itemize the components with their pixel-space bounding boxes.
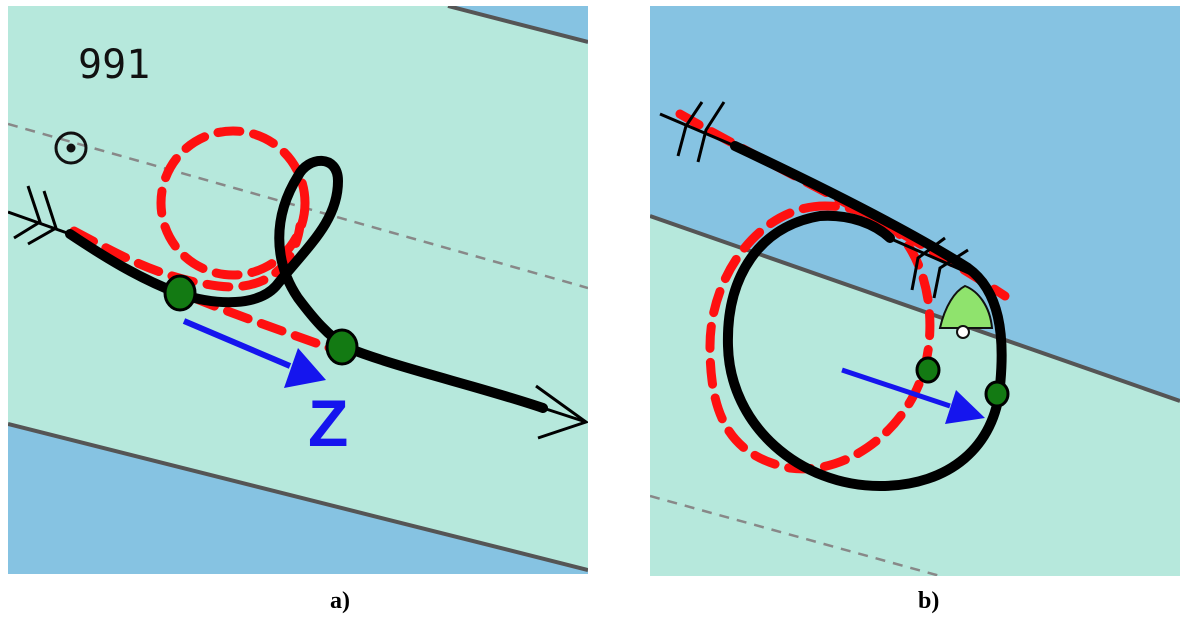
deep-water-area: [650, 6, 1180, 401]
track-head-arrow-icon: [535, 384, 588, 440]
track-tail-arrow-icon: [8, 185, 71, 246]
depth-contour: [650, 214, 1180, 403]
map-panel-a: 991: [8, 6, 588, 574]
actual-track: [722, 141, 1007, 491]
direction-arrow-icon: [182, 318, 326, 388]
panel-caption-a: a): [330, 588, 350, 614]
depth-contour-bottom: [8, 422, 588, 572]
waypoint-marker-1: [915, 356, 941, 384]
buoy-icon: [938, 284, 994, 339]
track-crossing-arrow-icon: [879, 232, 981, 299]
waypoint-marker-1: [163, 274, 197, 312]
depth-sounding-label: 991: [78, 42, 150, 88]
position-fix-icon: [54, 131, 88, 165]
map-canvas-b: [650, 6, 1180, 576]
direction-arrow-icon: [841, 367, 985, 424]
waypoint-marker-2: [325, 328, 359, 366]
panel-caption-b: b): [918, 588, 940, 614]
map-canvas-a: 991: [8, 6, 588, 574]
waypoint-marker-2: [984, 380, 1010, 408]
track-tail-arrow-icon: [659, 101, 736, 163]
direction-label: Z: [308, 386, 348, 460]
map-panel-b: [650, 6, 1180, 576]
depth-contour-dashed: [650, 494, 941, 576]
depth-contour-top: [447, 6, 588, 44]
